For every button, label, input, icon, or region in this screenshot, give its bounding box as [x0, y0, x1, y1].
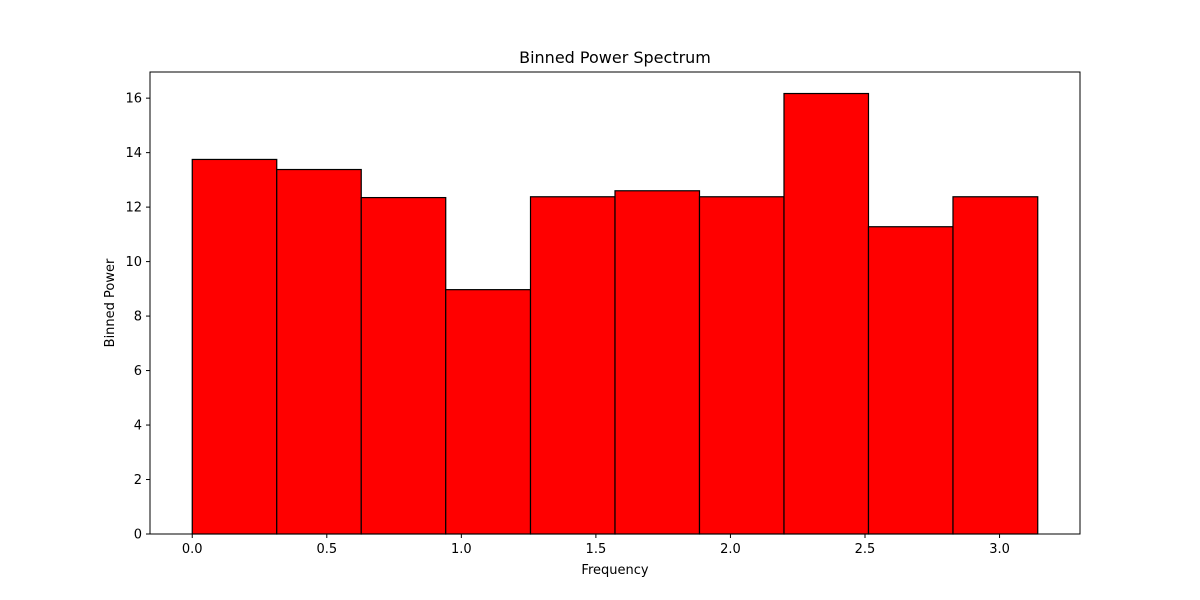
- y-axis-ticks: 0 2 4 6 8 10 12 14 16: [125, 92, 150, 543]
- bar-2: [276, 168, 362, 535]
- y-tick-label: 0: [134, 528, 142, 543]
- x-tick-label: 1.5: [586, 542, 607, 557]
- y-tick-label: 2: [134, 473, 142, 488]
- y-tick-label: 16: [125, 92, 142, 107]
- bars-group: [191, 92, 1039, 535]
- y-axis-label: Binned Power: [103, 258, 118, 347]
- y-tick-label: 12: [125, 201, 142, 216]
- x-tick-label: 1.0: [451, 542, 472, 557]
- bar-9: [867, 226, 954, 535]
- x-axis-label: Frequency: [581, 563, 648, 578]
- bar-4: [445, 289, 532, 535]
- x-tick-label: 0.0: [182, 542, 203, 557]
- y-tick-label: 8: [134, 310, 142, 325]
- y-tick-label: 10: [125, 255, 142, 270]
- bar-7: [698, 196, 785, 535]
- x-axis-ticks: 0.0 0.5 1.0 1.5 2.0 2.5 3.0: [182, 534, 1010, 557]
- x-tick-label: 3.0: [989, 542, 1010, 557]
- x-tick-label: 2.0: [720, 542, 741, 557]
- y-tick-label: 6: [134, 364, 142, 379]
- x-tick-label: 0.5: [316, 542, 337, 557]
- bar-3: [360, 196, 447, 535]
- y-tick-label: 14: [125, 146, 142, 161]
- bar-1: [191, 158, 278, 535]
- bar-10: [952, 196, 1039, 535]
- y-tick-label: 4: [134, 419, 142, 434]
- chart-title: Binned Power Spectrum: [519, 48, 711, 67]
- x-tick-label: 2.5: [855, 542, 876, 557]
- plot-area-frame: [149, 71, 1081, 535]
- bar-5: [529, 196, 616, 535]
- bar-8: [783, 92, 870, 535]
- bar-6: [614, 190, 701, 535]
